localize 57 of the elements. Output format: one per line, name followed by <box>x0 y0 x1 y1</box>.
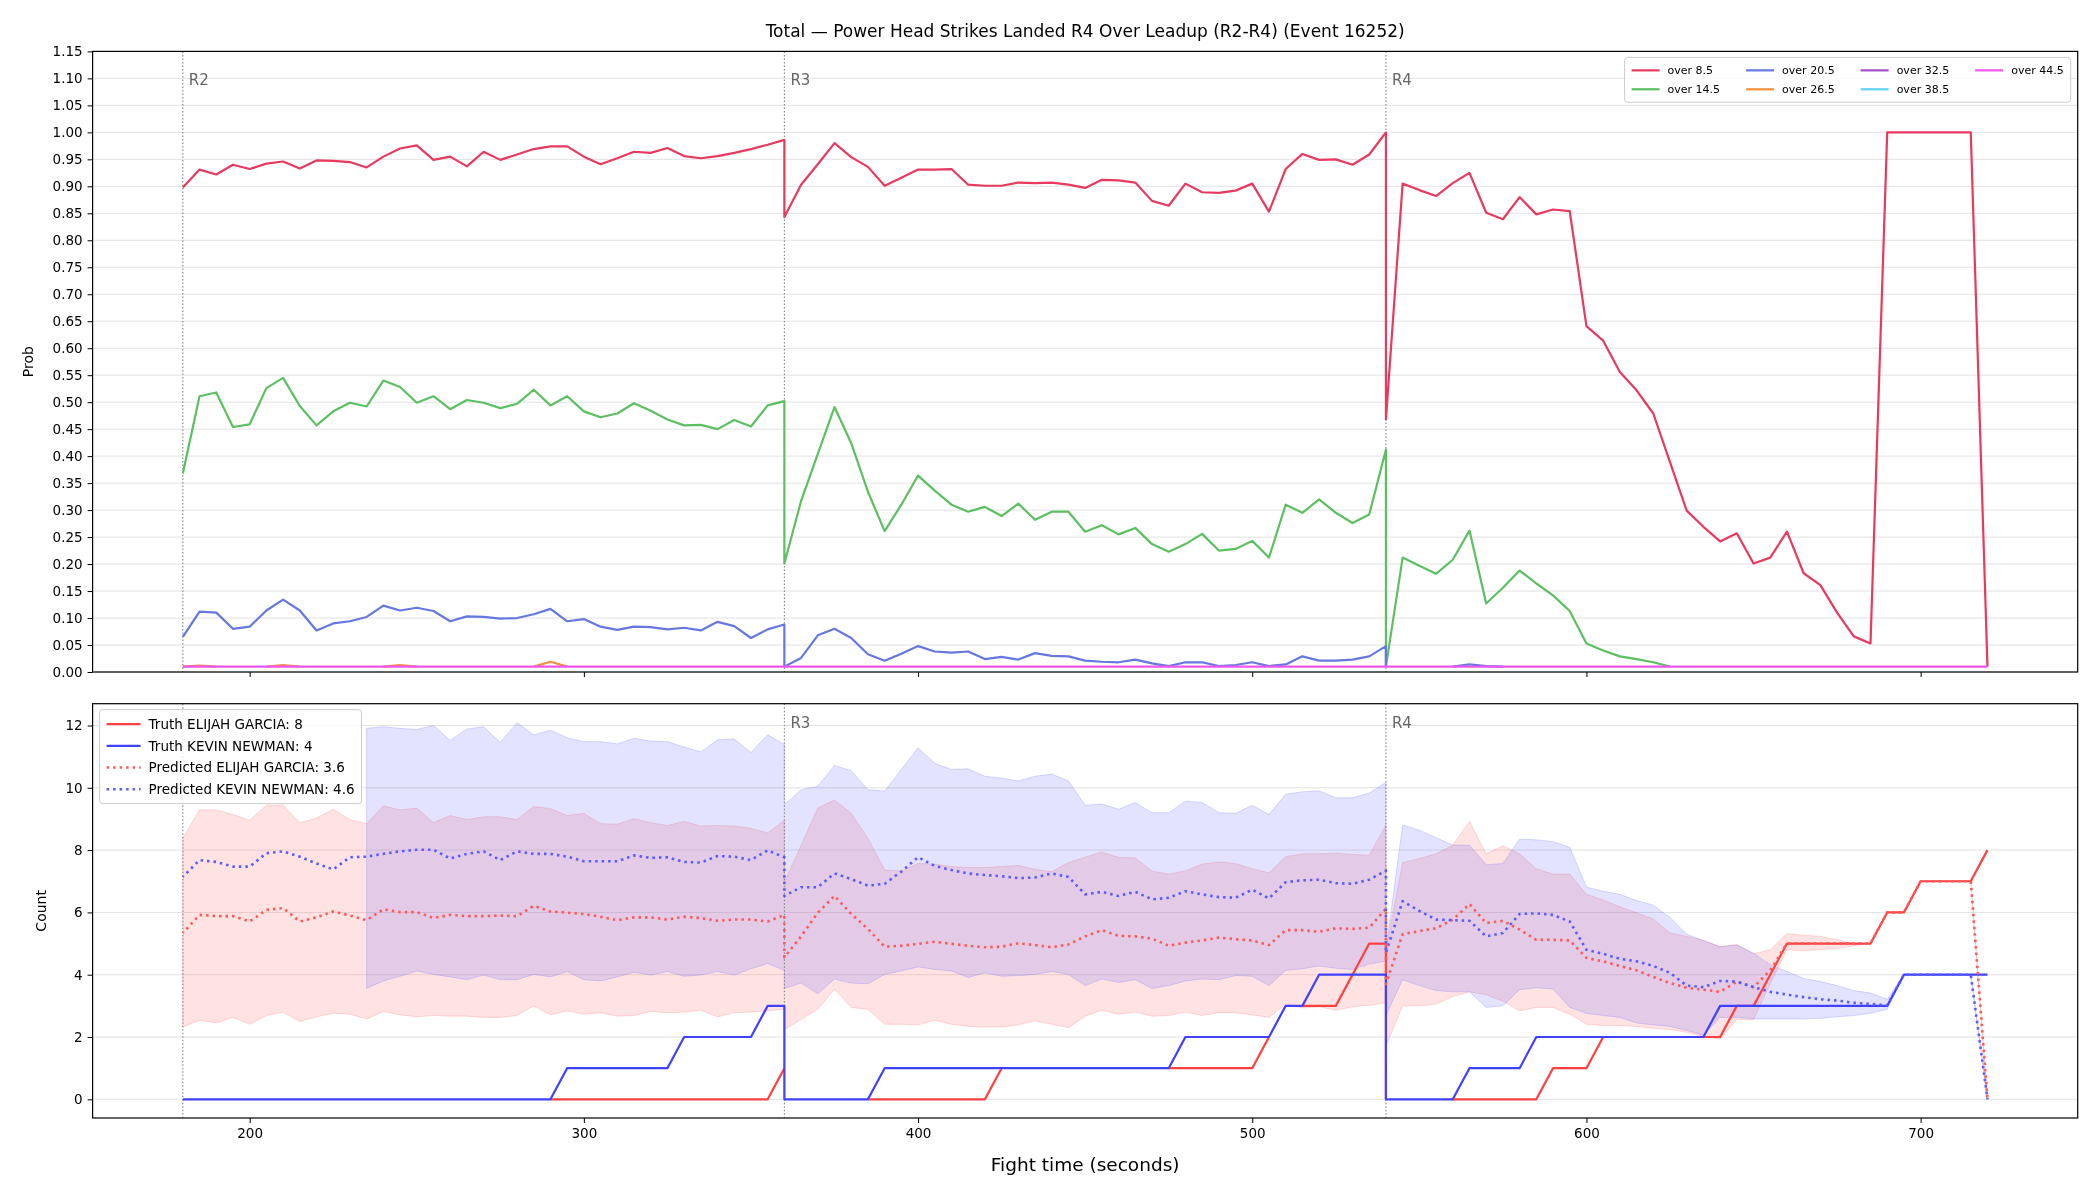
y-axis-title: Prob <box>20 346 37 378</box>
y-tick-label: 0 <box>74 1091 83 1108</box>
y-tick-label: 0.55 <box>52 367 83 384</box>
y-tick-label: 0.50 <box>52 393 83 410</box>
y-tick-label: 0.20 <box>52 555 83 572</box>
y-tick-label: 0.60 <box>52 340 83 357</box>
y-tick-label: 1.05 <box>52 97 83 114</box>
y-tick-label: 0.00 <box>52 663 83 680</box>
y-tick-label: 0.80 <box>52 232 83 249</box>
y-tick-label: 0.30 <box>52 501 83 518</box>
y-tick-label: 4 <box>74 966 83 983</box>
legend-label: Predicted KEVIN NEWMAN: 4.6 <box>148 781 355 797</box>
legend-label: over 44.5 <box>2011 64 2064 78</box>
x-tick-label: 700 <box>1908 1124 1935 1141</box>
x-tick-label: 500 <box>1239 1124 1266 1141</box>
chart-title: Total — Power Head Strikes Landed R4 Over Leadup (R2-R4) (Event 16252) <box>764 21 1405 42</box>
y-tick-label: 0.15 <box>52 582 83 599</box>
legend-label: Truth KEVIN NEWMAN: 4 <box>147 737 313 754</box>
y-tick-label: 2 <box>74 1028 83 1045</box>
y-tick-label: 0.65 <box>52 313 83 330</box>
x-tick-label: 200 <box>237 1124 264 1141</box>
legend-label: over 32.5 <box>1896 64 1950 78</box>
legend-label: over 20.5 <box>1782 64 1835 78</box>
y-tick-label: 10 <box>65 779 83 796</box>
y-tick-label: 0.25 <box>52 528 83 545</box>
y-tick-label: 1.00 <box>52 124 83 141</box>
legend-label: over 8.5 <box>1667 64 1714 78</box>
y-tick-label: 0.05 <box>52 636 83 653</box>
y-tick-label: 0.85 <box>52 205 83 222</box>
legend-label: over 26.5 <box>1782 83 1835 97</box>
y-tick-label: 0.75 <box>52 259 83 276</box>
legend-label: Predicted ELIJAH GARCIA: 3.6 <box>148 759 345 776</box>
y-tick-label: 0.40 <box>52 447 83 464</box>
y-tick-label: 0.90 <box>52 178 83 195</box>
ref-line-label: R3 <box>790 713 811 732</box>
y-tick-label: 6 <box>74 904 83 921</box>
y-tick-label: 12 <box>65 717 83 734</box>
y-tick-label: 0.45 <box>52 420 83 437</box>
ref-line-label: R3 <box>790 70 811 89</box>
y-tick-label: 8 <box>74 841 83 858</box>
y-tick-label: 0.35 <box>52 474 83 491</box>
y-axis-title: Count <box>33 889 50 932</box>
ref-line-label: R4 <box>1391 70 1412 89</box>
x-tick-label: 600 <box>1574 1124 1600 1141</box>
x-axis-title: Fight time (seconds) <box>990 1154 1180 1175</box>
legend-label: over 38.5 <box>1896 83 1950 97</box>
y-tick-label: 0.70 <box>52 286 83 303</box>
legend-label: Truth ELIJAH GARCIA: 8 <box>147 715 303 732</box>
x-tick-label: 300 <box>571 1124 598 1141</box>
y-tick-label: 1.10 <box>52 70 83 87</box>
ref-line-label: R4 <box>1391 713 1412 732</box>
y-tick-label: 0.10 <box>52 609 83 626</box>
legend-label: over 14.5 <box>1667 83 1721 97</box>
x-tick-label: 400 <box>905 1124 932 1141</box>
ref-line-label: R2 <box>188 70 209 89</box>
y-tick-label: 0.95 <box>52 151 83 168</box>
y-tick-label: 1.15 <box>52 43 83 60</box>
